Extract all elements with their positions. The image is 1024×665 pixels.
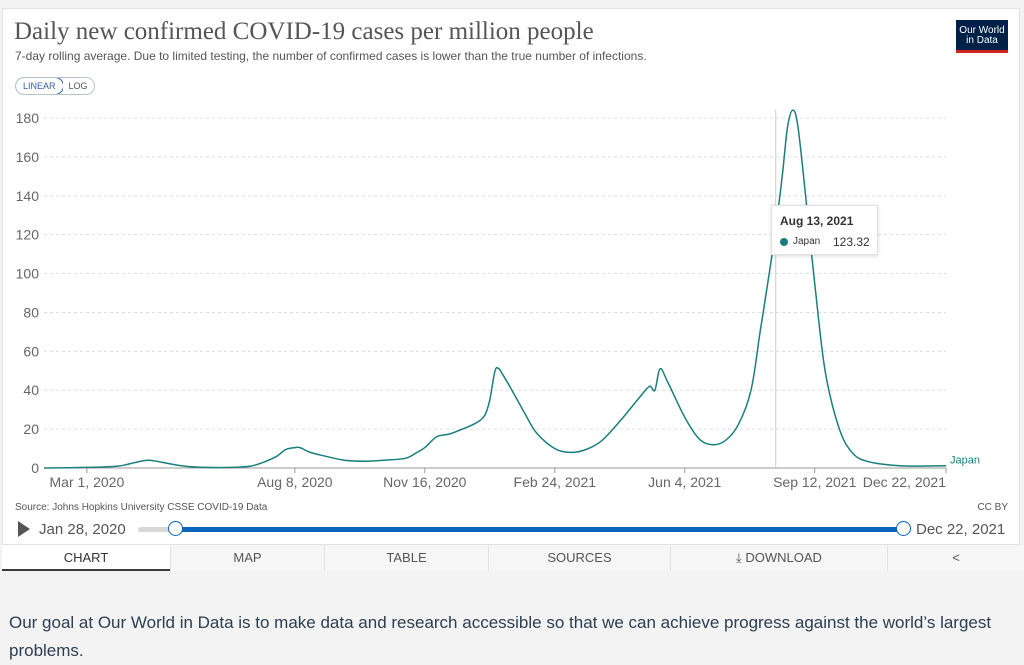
- tooltip-date: Aug 13, 2021: [780, 214, 854, 228]
- tab-chart[interactable]: CHART: [2, 545, 170, 571]
- y-tick-label: 20: [23, 421, 39, 437]
- tab-download-label: DOWNLOAD: [745, 550, 822, 565]
- chart-card: [2, 8, 1020, 571]
- tooltip-series-name: Japan: [793, 236, 821, 247]
- tooltip-value: 123.32: [833, 235, 870, 249]
- license-label[interactable]: CC BY: [977, 502, 1008, 513]
- footer-mission-text: Our goal at Our World in Data is to make…: [9, 613, 992, 660]
- tooltip-series-dot: [780, 238, 788, 246]
- hover-tooltip: Aug 13, 2021 Japan 123.32: [771, 205, 878, 255]
- logo-line-1: Our World: [959, 25, 1005, 36]
- scale-toggle: LINEAR LOG: [15, 77, 95, 95]
- owid-logo[interactable]: Our World in Data: [956, 20, 1008, 53]
- tab-download[interactable]: ⤓ DOWNLOAD: [670, 545, 887, 571]
- y-tick-label: 180: [16, 110, 40, 126]
- timeline-end-handle[interactable]: [896, 521, 911, 536]
- timeline-slider: Jan 28, 2020 Dec 22, 2021: [0, 518, 1024, 542]
- y-tick-label: 160: [16, 149, 40, 165]
- x-tick-label: Mar 1, 2020: [50, 474, 125, 490]
- series-line-japan: [43, 109, 947, 469]
- y-tick-label: 80: [23, 304, 39, 320]
- x-tick-label: Nov 16, 2020: [383, 474, 466, 490]
- tab-table[interactable]: TABLE: [324, 545, 488, 571]
- timeline-selected-range: [175, 527, 903, 532]
- x-axis-ticks: Mar 1, 2020 Aug 8, 2020 Nov 16, 2020 Feb 24…: [50, 468, 947, 490]
- x-tick-label: Sep 12, 2021: [773, 474, 857, 490]
- view-tabs: CHART MAP TABLE SOURCES ⤓ DOWNLOAD <: [2, 544, 1024, 571]
- grid-lines: [44, 117, 946, 469]
- tab-share[interactable]: <: [887, 545, 1024, 571]
- logo-line-2: in Data: [966, 35, 998, 46]
- y-tick-label: 40: [23, 382, 39, 398]
- line-chart[interactable]: 0 20 40 60 80 100 120 140 160 180 Mar 1, 2020 Aug …: [0, 0, 1024, 500]
- series-label-japan: Japan: [950, 455, 980, 467]
- source-note[interactable]: Source: Johns Hopkins University CSSE CO…: [15, 502, 268, 513]
- x-tick-label: Feb 24, 2021: [514, 474, 597, 490]
- timeline-start-label: Jan 28, 2020: [39, 521, 126, 538]
- y-tick-label: 120: [16, 227, 40, 243]
- y-tick-label: 100: [16, 266, 40, 282]
- log-scale-button[interactable]: LOG: [62, 78, 94, 94]
- timeline-end-label: Dec 22, 2021: [916, 521, 1006, 538]
- y-tick-label: 60: [23, 343, 39, 359]
- download-icon: ⤓: [736, 550, 746, 565]
- x-tick-label: Dec 22, 2021: [863, 474, 946, 490]
- x-tick-label: Jun 4, 2021: [648, 474, 721, 490]
- y-tick-label: 140: [16, 188, 40, 204]
- y-axis-ticks: 0 20 40 60 80 100 120 140 160 180: [16, 110, 40, 476]
- x-tick-label: Aug 8, 2020: [257, 474, 333, 490]
- timeline-start-handle[interactable]: [168, 521, 183, 536]
- tab-map[interactable]: MAP: [170, 545, 324, 571]
- chart-title: Daily new confirmed COVID-19 cases per m…: [14, 18, 594, 45]
- share-icon: <: [952, 550, 960, 565]
- tab-sources[interactable]: SOURCES: [488, 545, 670, 571]
- y-tick-label: 0: [31, 460, 39, 476]
- play-icon[interactable]: [18, 521, 30, 537]
- chart-subtitle: 7-day rolling average. Due to limited te…: [15, 49, 647, 63]
